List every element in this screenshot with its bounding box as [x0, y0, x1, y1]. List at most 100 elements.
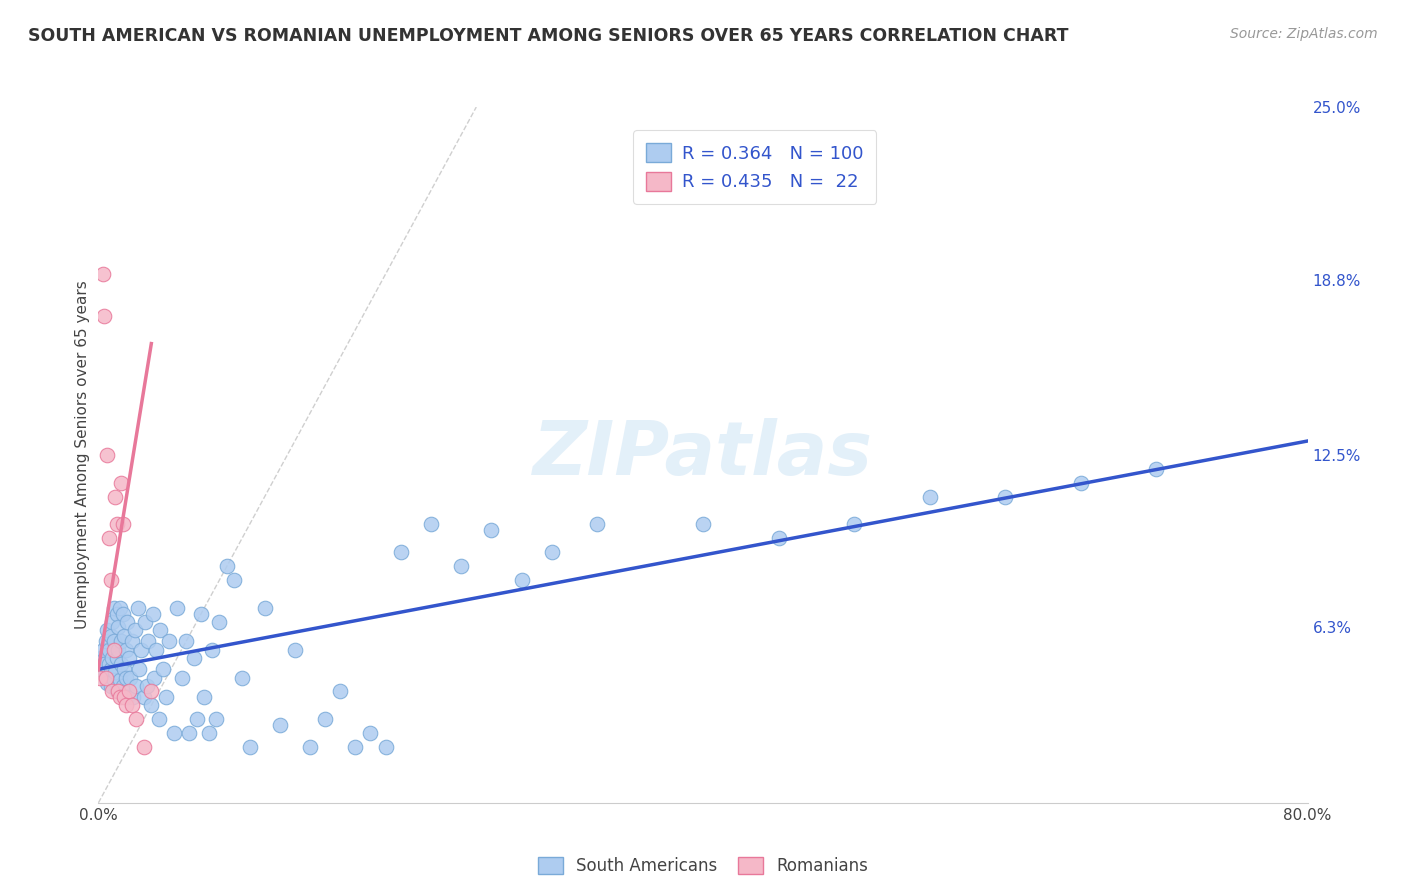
Point: [170, 671, 193, 685]
Point: [100, 679, 122, 693]
Point: [692, 517, 714, 532]
Point: [122, 690, 145, 704]
Point: [107, 642, 129, 657]
Point: [105, 651, 128, 665]
Point: [1070, 475, 1092, 490]
Point: [98, 642, 121, 657]
Point: [118, 651, 141, 665]
Point: [96, 676, 118, 690]
Point: [108, 690, 131, 704]
Point: [112, 662, 135, 676]
Point: [201, 642, 224, 657]
Point: [98, 532, 121, 546]
Point: [103, 642, 125, 657]
Point: [142, 607, 165, 621]
Point: [481, 523, 503, 537]
Point: [98, 657, 121, 671]
Point: [89, 662, 111, 676]
Point: [104, 642, 127, 657]
Point: [103, 634, 125, 648]
Point: [94, 667, 117, 681]
Point: [197, 726, 219, 740]
Point: [110, 634, 132, 648]
Point: [108, 673, 131, 688]
Point: [91, 642, 114, 657]
Point: [143, 671, 166, 685]
Point: [231, 671, 253, 685]
Point: [103, 601, 125, 615]
Point: [1144, 462, 1167, 476]
Point: [91, 267, 114, 281]
Point: [108, 601, 131, 615]
Point: [115, 615, 138, 629]
Point: [374, 740, 396, 755]
Point: [269, 718, 291, 732]
Y-axis label: Unemployment Among Seniors over 65 years: Unemployment Among Seniors over 65 years: [75, 281, 90, 629]
Point: [104, 490, 127, 504]
Point: [105, 684, 128, 698]
Point: [111, 679, 134, 693]
Point: [132, 690, 155, 704]
Point: [450, 559, 472, 574]
Point: [205, 712, 228, 726]
Point: [183, 651, 205, 665]
Point: [129, 642, 152, 657]
Point: [239, 740, 262, 755]
Point: [104, 665, 127, 679]
Point: [253, 601, 276, 615]
Point: [149, 624, 172, 638]
Point: [112, 629, 135, 643]
Point: [314, 712, 336, 726]
Point: [101, 615, 124, 629]
Point: [510, 573, 533, 587]
Point: [224, 573, 246, 587]
Point: [111, 517, 134, 532]
Point: [141, 684, 163, 698]
Point: [94, 634, 117, 648]
Point: [389, 545, 412, 559]
Point: [110, 657, 132, 671]
Point: [114, 698, 136, 713]
Text: ZIPatlas: ZIPatlas: [533, 418, 873, 491]
Point: [121, 634, 143, 648]
Point: [114, 671, 136, 685]
Point: [101, 684, 124, 698]
Point: [93, 657, 115, 671]
Point: [141, 698, 163, 713]
Point: [125, 712, 148, 726]
Point: [100, 573, 122, 587]
Point: [844, 517, 866, 532]
Point: [155, 690, 177, 704]
Point: [103, 673, 125, 688]
Point: [93, 309, 115, 323]
Point: [174, 634, 197, 648]
Point: [166, 601, 188, 615]
Point: [148, 712, 170, 726]
Point: [100, 629, 122, 643]
Point: [918, 490, 941, 504]
Point: [115, 690, 138, 704]
Point: [100, 662, 122, 676]
Point: [299, 740, 322, 755]
Point: [132, 740, 155, 755]
Point: [208, 615, 231, 629]
Point: [125, 679, 148, 693]
Point: [107, 620, 129, 634]
Point: [105, 517, 128, 532]
Point: [186, 712, 208, 726]
Point: [360, 726, 382, 740]
Point: [124, 624, 146, 638]
Point: [284, 642, 307, 657]
Text: SOUTH AMERICAN VS ROMANIAN UNEMPLOYMENT AMONG SENIORS OVER 65 YEARS CORRELATION : SOUTH AMERICAN VS ROMANIAN UNEMPLOYMENT …: [28, 27, 1069, 45]
Point: [179, 726, 201, 740]
Point: [159, 634, 181, 648]
Point: [135, 679, 157, 693]
Point: [111, 607, 134, 621]
Point: [127, 601, 149, 615]
Point: [215, 559, 238, 574]
Point: [101, 651, 124, 665]
Point: [94, 671, 117, 685]
Point: [107, 684, 129, 698]
Point: [105, 607, 128, 621]
Point: [128, 662, 150, 676]
